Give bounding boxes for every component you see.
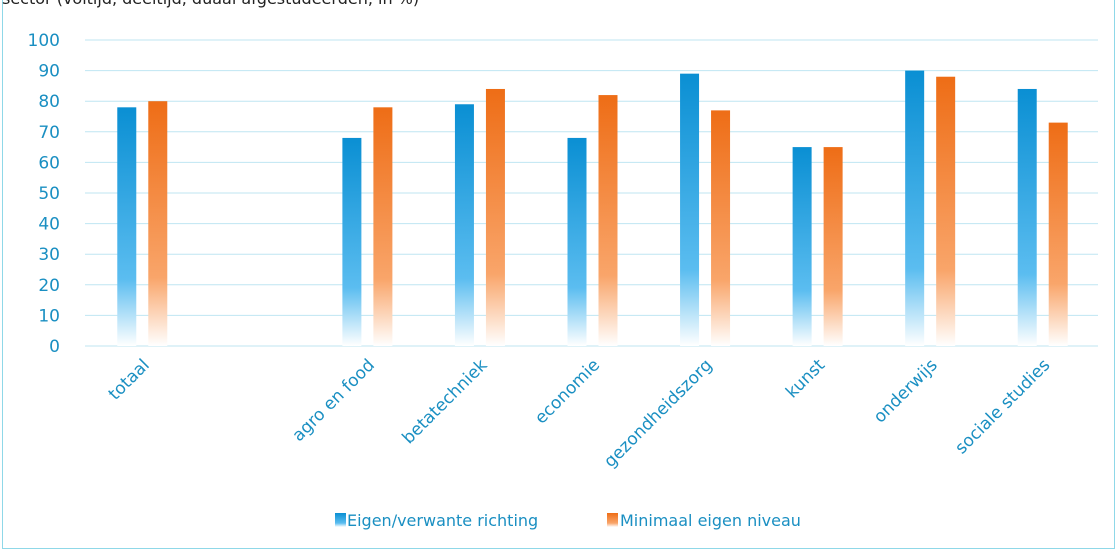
- bar-series-1: [342, 137, 362, 346]
- x-tick-label: sociale studies: [951, 355, 1054, 458]
- x-tick-label: totaal: [105, 355, 154, 404]
- bar-series-2: [485, 88, 505, 347]
- x-tick-label: economie: [531, 355, 604, 428]
- y-tick-label: 50: [38, 184, 60, 204]
- y-tick-label: 60: [38, 153, 60, 173]
- x-tick-label: onderwijs: [870, 355, 942, 427]
- y-tick-label: 30: [38, 245, 60, 265]
- gridlines: [85, 39, 1098, 347]
- y-tick-label: 40: [38, 215, 60, 235]
- chart-title: sector (voltijd, deeltijd, duaal afgestu…: [2, 0, 419, 8]
- x-tick-label: agro en food: [289, 355, 379, 445]
- bar-series-2: [936, 76, 956, 346]
- bar-series-1: [792, 147, 812, 346]
- y-tick-label: 100: [28, 31, 60, 51]
- legend-label-series-1: Eigen/verwante richting: [347, 511, 538, 530]
- bar-series-2: [1048, 122, 1068, 347]
- legend-label-series-2: Minimaal eigen niveau: [620, 511, 801, 530]
- bar-series-1: [117, 107, 137, 346]
- y-tick-label: 20: [38, 276, 60, 296]
- y-tick-label: 70: [38, 123, 60, 143]
- y-tick-label: 90: [38, 62, 60, 82]
- x-tick-label: kunst: [782, 355, 829, 402]
- x-tick-label: gezondheidszorg: [600, 355, 716, 471]
- bar-series-1: [680, 73, 700, 346]
- legend: Eigen/verwante richting Minimaal eigen n…: [335, 511, 801, 530]
- bars: [117, 70, 1068, 347]
- bar-series-1: [905, 70, 925, 346]
- bar-series-2: [373, 107, 393, 346]
- x-axis-ticks: totaal agro en food betatechniek economiege…: [105, 355, 1055, 472]
- x-tick-label: betatechniek: [399, 355, 492, 448]
- legend-swatch-series-2: [607, 513, 618, 527]
- bar-series-1: [454, 104, 474, 346]
- bar-series-1: [1017, 88, 1037, 347]
- bar-series-1: [567, 137, 587, 346]
- y-tick-label: 0: [49, 337, 60, 357]
- bar-series-2: [598, 95, 618, 346]
- bar-series-2: [148, 101, 168, 346]
- y-axis-ticks: 0 10 20 30 40 50 60 70 80 90 100: [28, 31, 60, 357]
- bar-series-2: [711, 110, 731, 346]
- y-tick-label: 10: [38, 306, 60, 326]
- legend-swatch-series-1: [335, 513, 346, 527]
- y-tick-label: 80: [38, 92, 60, 112]
- bar-series-2: [823, 147, 843, 346]
